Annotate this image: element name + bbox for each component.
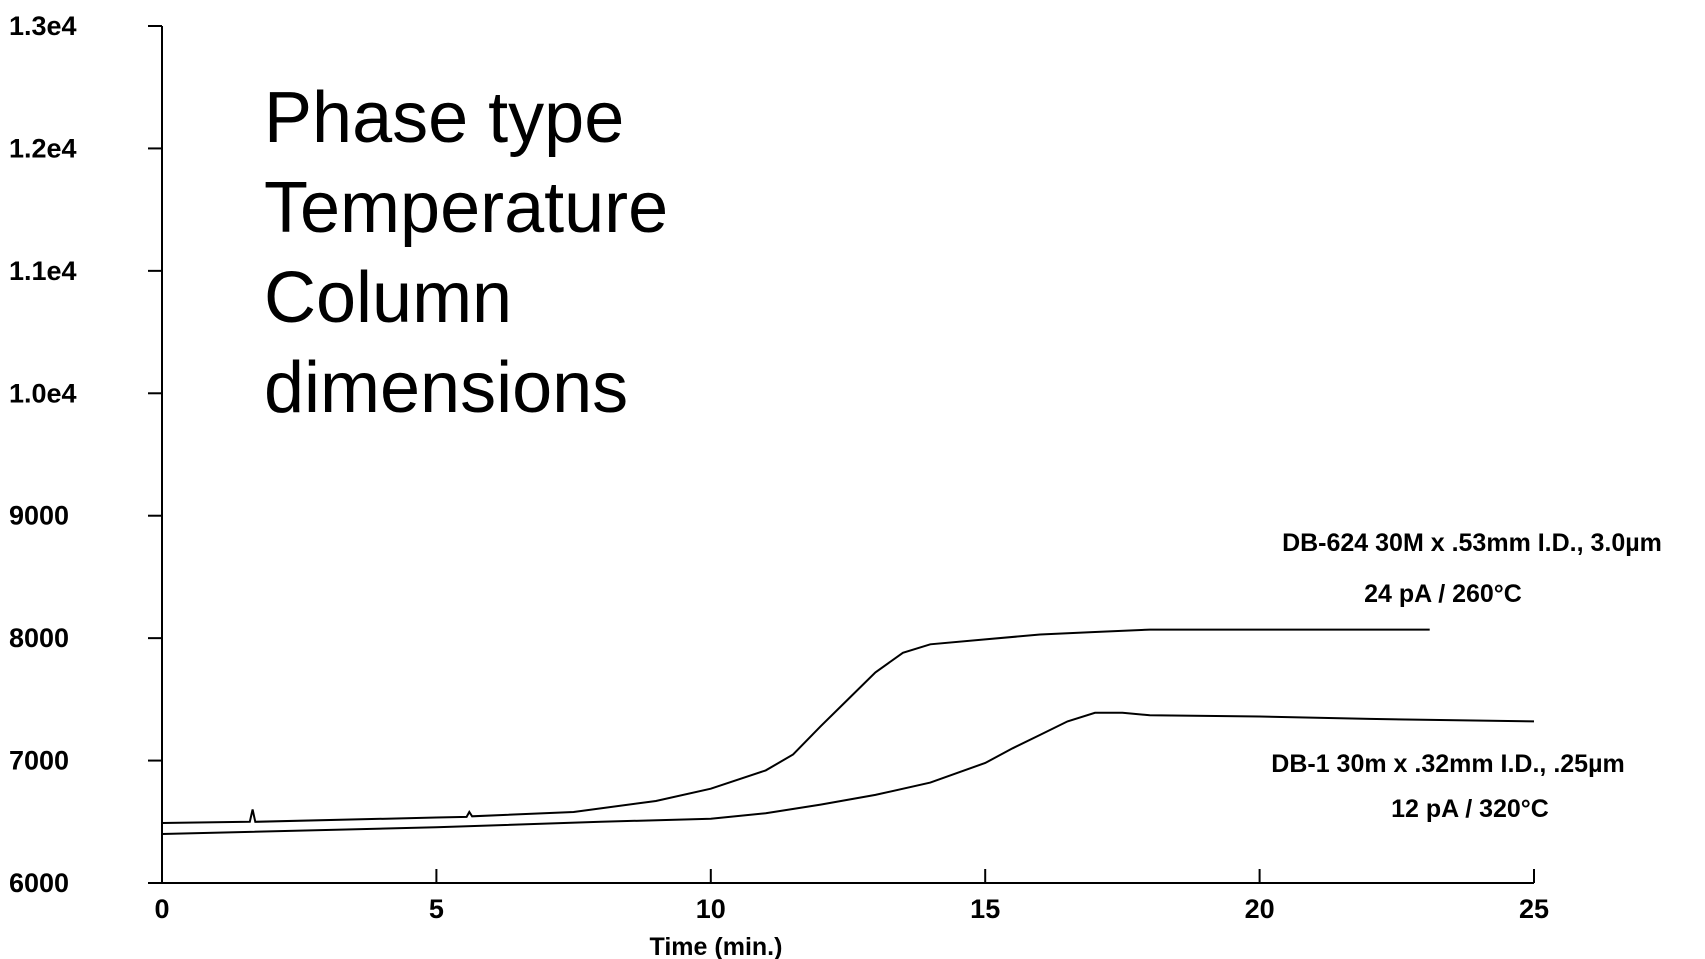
series-line [161,711,1535,835]
x-tick-label: 20 [1245,894,1275,924]
y-tick-label: 7000 [9,746,69,776]
annotation: Temperature [264,168,668,248]
x-tick-label: 25 [1519,894,1549,924]
series-label: DB-624 30M x .53mm I.D., 3.0µm [1282,529,1662,557]
y-tick-label: 8000 [9,623,69,653]
series-label: DB-1 30m x .32mm I.D., .25µm [1271,750,1624,778]
y-tick-label: 1.2e4 [9,133,77,163]
series-note: 24 pA / 260°C [1364,580,1522,608]
y-tick-label: 9000 [9,501,69,531]
series-line [161,628,1430,824]
series-note: 12 pA / 320°C [1391,795,1549,823]
x-tick-label: 5 [429,894,444,924]
y-tick-label: 6000 [9,868,69,898]
annotation: Phase type [264,78,624,158]
x-axis-label: Time (min.) [650,933,783,959]
x-tick-label: 15 [970,894,1000,924]
x-tick-label: 10 [696,894,726,924]
annotation: dimensions [264,348,628,428]
x-tick-label: 0 [154,894,169,924]
y-tick-label: 1.3e4 [9,11,77,41]
y-tick-label: 1.0e4 [9,378,77,408]
y-tick-label: 1.1e4 [9,256,77,286]
annotation: Column [264,258,512,338]
